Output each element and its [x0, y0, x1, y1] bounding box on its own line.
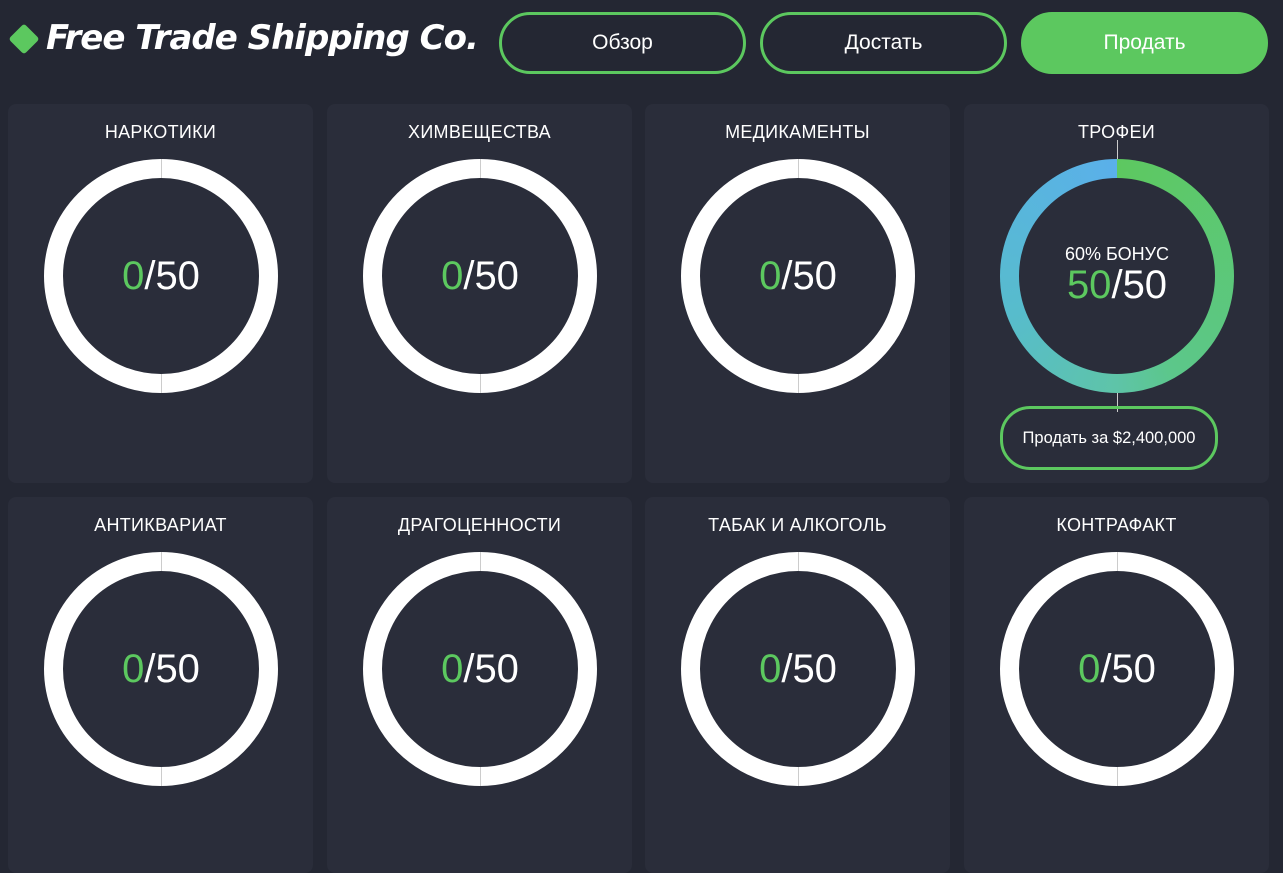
current-count: 50: [1066, 263, 1112, 307]
current-count: 0: [1078, 646, 1101, 691]
current-count: 0: [122, 253, 145, 298]
current-count: 0: [759, 646, 782, 691]
count: 0/50: [441, 646, 519, 691]
count: 50/50: [1066, 263, 1168, 307]
card-2: ХИМВЕЩЕСТВА 0/50: [327, 104, 632, 483]
card-1: НАРКОТИКИ 0/50: [8, 104, 313, 483]
count: 0/50: [759, 253, 837, 298]
progress-ring: 0/50: [363, 159, 597, 393]
card-title: НАРКОТИКИ: [104, 122, 217, 142]
count: 0/50: [122, 646, 200, 691]
progress-ring: 0/50: [681, 552, 915, 786]
current-count: 0: [441, 253, 464, 298]
current-count: 0: [441, 646, 464, 691]
card-5: АНТИКВАРИАТ 0/50: [8, 497, 313, 873]
sell-tab-button[interactable]: Продать: [1021, 12, 1268, 74]
max-count: 50: [792, 253, 837, 298]
card-title: МЕДИКАМЕНТЫ: [725, 122, 870, 142]
overview-button[interactable]: Обзор: [499, 12, 746, 74]
max-count: 50: [155, 253, 200, 298]
bonus-label: 60% БОНУС: [1064, 244, 1170, 264]
card-7: ТАБАК И АЛКОГОЛЬ 0/50: [645, 497, 950, 873]
logo: Free Trade Shipping Co.: [8, 18, 479, 58]
max-count: 50: [1111, 646, 1156, 691]
card-4: ТРОФЕИ 60% БОНУС 50/50 Продать за $2,400,0…: [964, 104, 1269, 483]
card-title: ТРОФЕИ: [1077, 122, 1156, 142]
max-count: 50: [792, 646, 837, 691]
count: 0/50: [441, 253, 519, 298]
current-count: 0: [759, 253, 782, 298]
card-title: КОНТРАФАКТ: [1056, 515, 1177, 535]
card-title: ХИМВЕЩЕСТВА: [408, 122, 551, 142]
card-6: ДРАГОЦЕННОСТИ 0/50: [327, 497, 632, 873]
current-count: 0: [122, 646, 145, 691]
card-8: КОНТРАФАКТ 0/50: [964, 497, 1269, 873]
retrieve-button[interactable]: Достать: [760, 12, 1007, 74]
card-title: ТАБАК И АЛКОГОЛЬ: [708, 515, 887, 535]
sell-trophies-button[interactable]: Продать за $2,400,000: [1000, 406, 1218, 470]
progress-ring: 0/50: [44, 552, 278, 786]
logo-text: Free Trade Shipping Co.: [46, 18, 479, 58]
count: 0/50: [122, 253, 200, 298]
count: 0/50: [759, 646, 837, 691]
count: 0/50: [1078, 646, 1156, 691]
progress-ring: 0/50: [681, 159, 915, 393]
progress-ring: 0/50: [44, 159, 278, 393]
card-title: ДРАГОЦЕННОСТИ: [397, 515, 562, 535]
max-count: 50: [1122, 263, 1168, 307]
progress-ring: 60% БОНУС 50/50: [1000, 140, 1234, 412]
progress-ring: 0/50: [1000, 552, 1234, 786]
max-count: 50: [474, 646, 519, 691]
logo-icon: [8, 23, 40, 55]
max-count: 50: [155, 646, 200, 691]
card-3: МЕДИКАМЕНТЫ 0/50: [645, 104, 950, 483]
max-count: 50: [474, 253, 519, 298]
progress-ring: 0/50: [363, 552, 597, 786]
card-title: АНТИКВАРИАТ: [94, 515, 227, 535]
